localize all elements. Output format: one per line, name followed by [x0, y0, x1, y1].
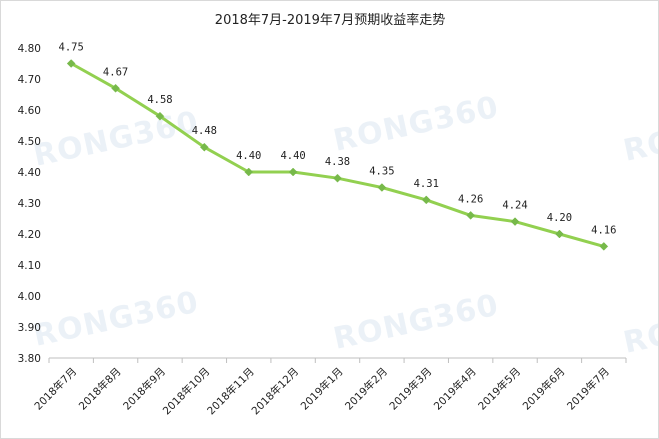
x-axis: 2018年7月2018年8月2018年9月2018年10月2018年11月201…: [32, 357, 627, 417]
data-label: 4.58: [147, 94, 172, 106]
data-label: 4.40: [236, 150, 261, 162]
y-tick-label: 4.00: [18, 291, 41, 303]
data-point-marker: [244, 167, 254, 177]
data-point-marker: [199, 142, 209, 152]
y-tick-label: 4.10: [18, 260, 41, 272]
data-label: 4.20: [547, 212, 572, 224]
chart-title: 2018年7月-2019年7月预期收益率走势: [215, 12, 445, 28]
x-tick-label: 2019年4月: [431, 365, 479, 413]
watermark-text: RONG360: [30, 285, 202, 354]
x-tick-label: 2019年7月: [564, 365, 612, 413]
x-tick-label: 2019年6月: [520, 365, 568, 413]
data-point-marker: [377, 183, 387, 192]
data-point-marker: [510, 217, 520, 226]
data-point-marker: [555, 229, 564, 239]
y-tick-label: 4.80: [18, 43, 41, 55]
data-label: 4.38: [325, 156, 350, 168]
data-point-marker: [466, 211, 476, 220]
data-point-marker: [421, 195, 431, 205]
y-tick-label: 4.30: [18, 198, 41, 210]
watermark-text: RONG360: [330, 288, 502, 357]
data-point-marker: [288, 167, 298, 177]
data-label: 4.35: [369, 166, 394, 178]
x-tick-label: 2019年2月: [342, 365, 390, 413]
watermark-text: RONG360: [620, 100, 658, 169]
x-tick-label: 2019年3月: [387, 365, 435, 413]
x-tick-label: 2019年1月: [298, 365, 346, 413]
y-tick-label: 4.20: [18, 229, 41, 241]
data-label: 4.16: [591, 224, 616, 236]
series-layer: 4.75 4.67 4.58 4.48 4.40 4.40 4.38 4.35 4.31 4.26…: [59, 42, 616, 251]
y-tick-label: 4.70: [18, 74, 41, 86]
data-label: 4.67: [103, 66, 128, 78]
x-tick-label: 2019年5月: [475, 365, 523, 413]
x-tick-label: 2018年9月: [120, 365, 168, 413]
y-tick-label: 3.90: [18, 322, 41, 334]
y-tick-label: 4.40: [18, 167, 41, 179]
y-axis: 3.80 3.90 4.00 4.10 4.20 4.30 4.40 4.50 4.60 4.70…: [18, 43, 41, 365]
data-point-marker: [599, 242, 609, 251]
data-label: 4.31: [414, 178, 439, 190]
data-point-marker: [155, 111, 165, 121]
data-label: 4.24: [502, 200, 527, 212]
data-label: 4.48: [192, 125, 217, 137]
data-label: 4.40: [280, 150, 305, 162]
data-label: 4.75: [59, 42, 84, 54]
data-label: 4.26: [458, 193, 483, 205]
x-tick-label: 2018年7月: [32, 365, 80, 413]
y-tick-label: 3.80: [18, 353, 41, 365]
watermark-text: RONG360: [620, 292, 658, 361]
y-tick-label: 4.60: [18, 105, 41, 117]
x-tick-label: 2018年8月: [76, 365, 124, 413]
watermark-text: RONG360: [330, 90, 502, 159]
data-point-marker: [66, 59, 76, 68]
data-point-marker: [111, 83, 120, 93]
data-point-marker: [333, 173, 342, 183]
watermark-layer: RONG360 RONG360 RONG360 RONG360 RONG360 …: [30, 90, 658, 361]
x-tick-label: 2018年12月: [249, 365, 301, 417]
watermark-text: RONG360: [30, 105, 202, 174]
y-tick-label: 4.50: [18, 136, 41, 148]
